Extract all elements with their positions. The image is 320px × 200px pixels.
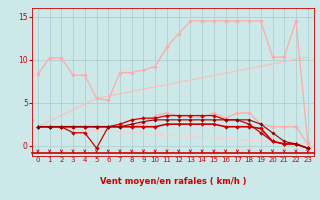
- X-axis label: Vent moyen/en rafales ( km/h ): Vent moyen/en rafales ( km/h ): [100, 177, 246, 186]
